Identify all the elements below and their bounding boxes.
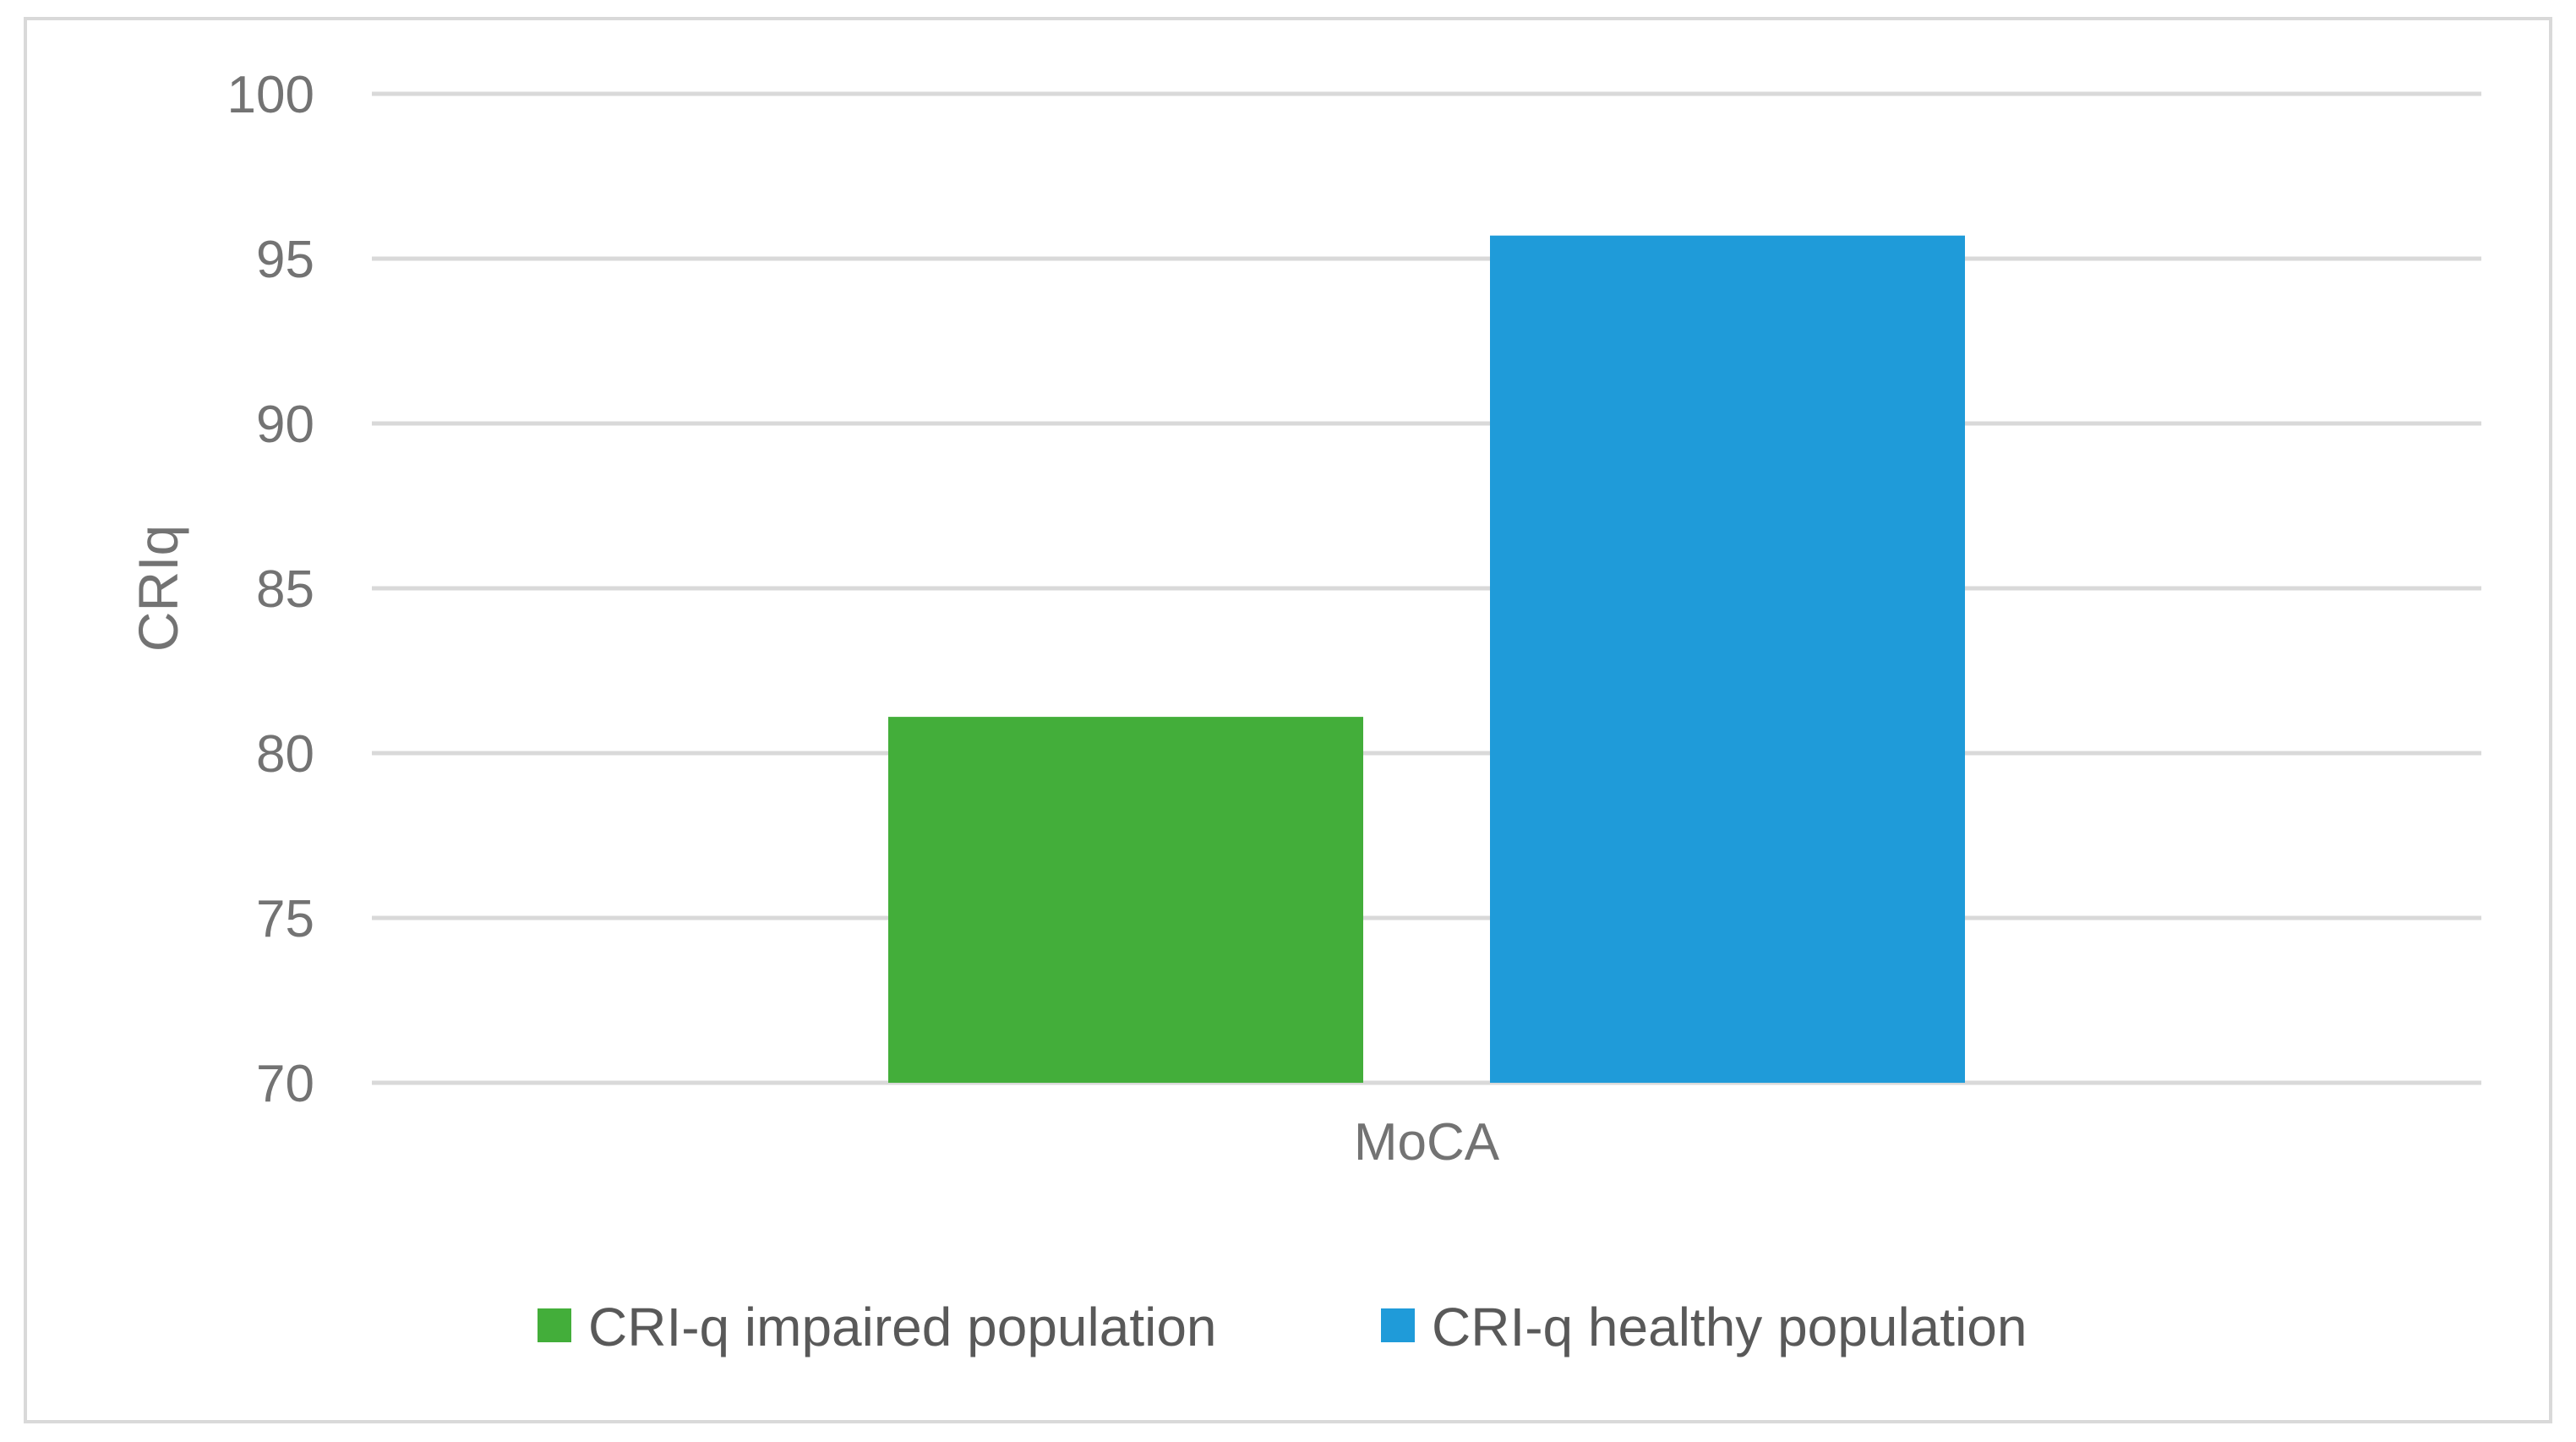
y-tick-label-80: 80 (256, 725, 314, 784)
bar-cri-q-healthy-population-moca (1490, 235, 1965, 1083)
y-tick-label-95: 95 (256, 231, 314, 289)
legend-label-cri-q-impaired-population: CRI-q impaired population (588, 1297, 1217, 1357)
bar-cri-q-impaired-population-moca (888, 717, 1363, 1083)
y-tick-label-75: 75 (256, 890, 314, 948)
y-tick-label-85: 85 (256, 560, 314, 619)
bars (888, 235, 1965, 1083)
legend-swatch-cri-q-healthy-population (1381, 1308, 1415, 1342)
y-axis-ticks: 70 75 80 85 90 95 100 (227, 66, 314, 1113)
gridlines (372, 91, 2481, 1085)
y-tick-label-100: 100 (227, 66, 314, 124)
y-tick-label-70: 70 (256, 1055, 314, 1113)
y-tick-label-90: 90 (256, 396, 314, 454)
legend-label-cri-q-healthy-population: CRI-q healthy population (1432, 1297, 2027, 1357)
y-axis-title: CRIq (127, 525, 189, 652)
legend: CRI-q impaired population CRI-q healthy p… (538, 1297, 2027, 1357)
legend-swatch-cri-q-impaired-population (538, 1308, 571, 1342)
x-axis-ticks: MoCA (1354, 1113, 1500, 1172)
x-tick-label-moca: MoCA (1354, 1113, 1500, 1172)
